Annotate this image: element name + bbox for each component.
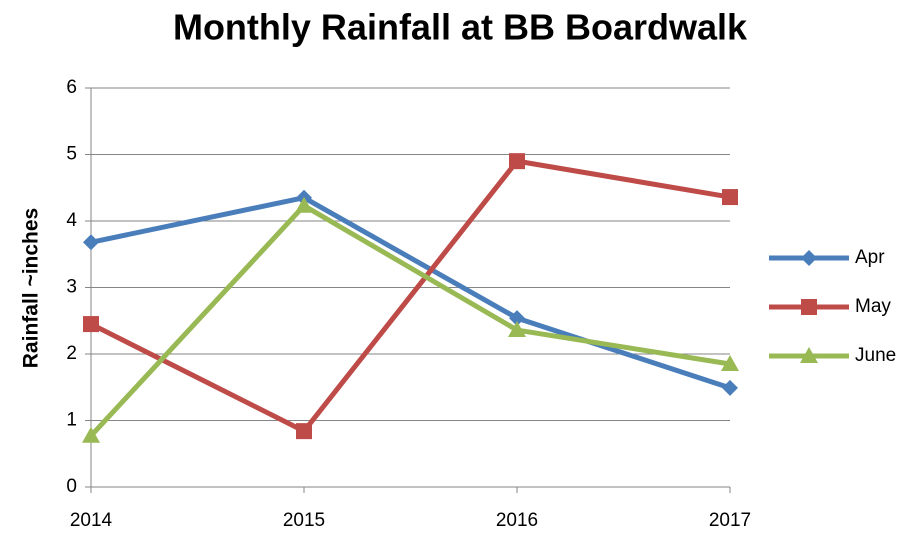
x-tick-label: 2014 [70,510,113,531]
y-tick-label: 4 [66,210,77,231]
y-tick-label: 1 [66,410,77,431]
y-tick-label: 3 [66,277,77,298]
data-point [83,316,99,333]
data-point [83,234,99,251]
data-point [296,423,312,440]
data-point [722,379,738,396]
data-point [509,153,525,170]
data-point [508,321,526,338]
legend-marker [801,250,817,266]
legend-marker [801,299,817,315]
x-tick-label: 2015 [283,510,325,531]
data-point [295,196,313,213]
y-tick-label: 5 [66,144,77,165]
x-tick-label: 2017 [709,510,751,531]
legend-label: May [855,296,891,317]
series-line [89,203,731,438]
data-point [509,310,525,327]
chart-title: Monthly Rainfall at BB Boardwalk [173,7,748,48]
y-axis-title: Rainfall ~inches [20,208,43,368]
data-point [722,189,738,206]
x-tick-label: 2016 [496,510,538,531]
data-point [82,426,100,443]
series-line [90,195,731,391]
legend-label: June [855,345,896,366]
legend-marker [800,347,818,363]
y-tick-label: 2 [66,343,77,364]
y-tick-label: 0 [66,476,77,497]
legend-label: Apr [855,247,885,268]
series-line [89,158,731,434]
data-point [721,354,739,371]
y-tick-label: 6 [66,77,77,98]
